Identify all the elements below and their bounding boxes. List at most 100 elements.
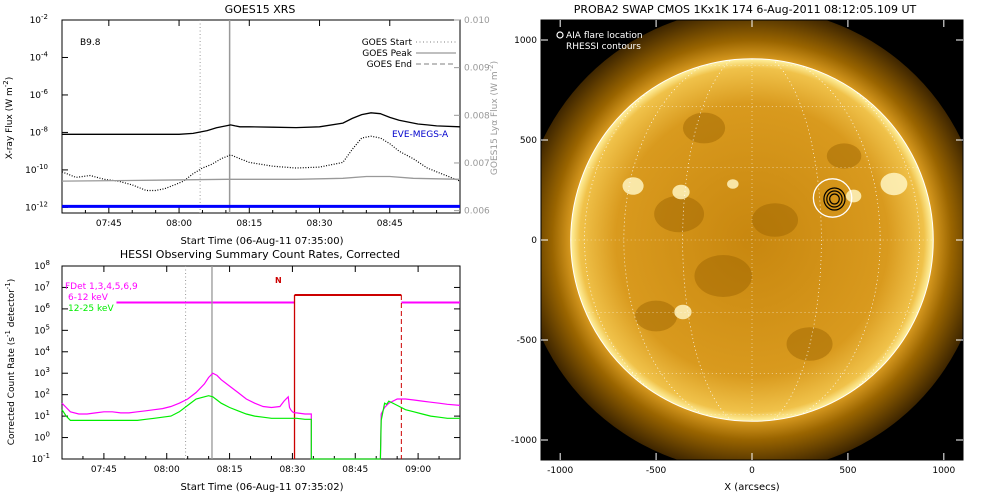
swap-panel: PROBA2 SWAP CMOS 1Kx1K 174 6-Aug-2011 08… [511, 3, 964, 493]
active-region [674, 304, 692, 320]
active-region [727, 179, 739, 189]
goes-ytick-label: 10-6 [30, 88, 49, 101]
swap-ytick-label: 0 [531, 236, 537, 246]
goes-ytick-exp: -2 [41, 13, 48, 21]
hessi-legend-label: FDet 1,3,4,5,6,9 [65, 282, 138, 292]
goes-legend-label: GOES Peak [362, 49, 412, 59]
rhessi-contour [823, 187, 846, 211]
swap-xtick-label: 0 [749, 466, 755, 476]
goes-ytick-label: 10-2 [30, 13, 48, 26]
hessi-legend-label: 6-12 keV [68, 293, 109, 303]
goes-series [61, 20, 461, 213]
goes-ytick-exp: -4 [41, 50, 49, 58]
hessi-ytick-exp: -1 [43, 452, 50, 460]
goes-panel: GOES15 XRS 07:45 08:00 08:15 08:30 08:45 10-1… [2, 3, 500, 247]
goes-xtick-label: 08:15 [236, 219, 262, 229]
hessi-ylabel-sup1: -1 [4, 330, 12, 337]
hessi-xtick-label: 09:00 [405, 465, 431, 475]
goes-series-line [61, 175, 461, 182]
hessi-xtick-label: 08:45 [342, 465, 368, 475]
goes-side-label: EVE-MEGS-A [392, 130, 449, 140]
hessi-ytick-exp: 4 [46, 345, 51, 353]
goes-xlabel: Start Time (06-Aug-11 07:35:00) [180, 236, 343, 247]
solar-disk [570, 58, 934, 422]
goes-y2tick-label: 0.006 [464, 207, 490, 217]
swap-xlabel: X (arcsecs) [724, 482, 780, 493]
goes-axes: 07:45 08:00 08:15 08:30 08:45 10-12 10-10 10-8 1… [25, 13, 490, 229]
dark-region [694, 255, 753, 297]
solar-limb [570, 58, 934, 422]
hessi-ytick-exp: 2 [46, 388, 50, 396]
dark-region [826, 143, 862, 169]
goes-y2tick-label: 0.009 [464, 64, 490, 74]
swap-ytick-label: 500 [520, 136, 537, 146]
goes-legend-label: GOES Start [362, 38, 413, 48]
dark-region [752, 203, 799, 237]
rhessi-contour [829, 193, 840, 205]
goes-ytick-label: 10-10 [25, 163, 48, 176]
swap-legend-label: RHESSI contours [566, 42, 641, 52]
hessi-series-line [61, 395, 460, 460]
hessi-xtick-label: 08:15 [217, 465, 243, 475]
goes-ytick-exp: -12 [37, 200, 48, 208]
hessi-ytick-label: 105 [34, 323, 50, 336]
hessi-ytick-label: 103 [34, 366, 50, 379]
goes-series-line [62, 112, 461, 135]
hessi-ytick-exp: 1 [46, 409, 50, 417]
swap-xtick-label: -1000 [547, 466, 573, 476]
hessi-plot-frame [61, 265, 461, 460]
rhessi-contour [826, 190, 843, 208]
hessi-ylabel-sup2: -1 [4, 282, 12, 289]
goes-xtick-label: 08:45 [377, 219, 403, 229]
hessi-ytick-label: 101 [34, 409, 50, 422]
goes-ytick-exp: -6 [41, 88, 49, 96]
hessi-ylabel-end: ) [7, 279, 17, 283]
hessi-ytick-label: 107 [34, 280, 50, 293]
swap-title: PROBA2 SWAP CMOS 1Kx1K 174 6-Aug-2011 08… [574, 3, 917, 16]
goes-ytick-exp: -10 [37, 163, 48, 171]
goes-legend-label: GOES End [367, 60, 412, 70]
dark-region [634, 300, 678, 332]
goes-xtick-label: 08:30 [307, 219, 333, 229]
goes-ytick-label: 10-12 [25, 200, 48, 213]
swap-xtick-label: 1000 [932, 466, 955, 476]
hessi-ytick-exp: 8 [46, 259, 50, 267]
hessi-series-line [61, 372, 461, 460]
active-region [845, 189, 862, 203]
goes-ylabel-sup: -2 [2, 80, 10, 87]
swap-ytick-label: -500 [517, 336, 538, 346]
swap-axes: -1000 -500 0 500 1000 -1000 -500 0 500 1000 [511, 20, 963, 476]
goes-y2tick-label: 0.007 [464, 159, 490, 169]
hessi-ylabel-text: Corrected Count Rate (s [7, 337, 17, 446]
goes-plot-frame [61, 19, 461, 214]
hessi-ytick-exp: 0 [46, 431, 50, 439]
goes-title: GOES15 XRS [225, 3, 296, 16]
hessi-title: HESSI Observing Summary Count Rates, Cor… [120, 248, 400, 261]
active-region [622, 177, 644, 195]
grid-longitude [682, 58, 822, 422]
swap-ytick-label: -1000 [511, 436, 537, 446]
hessi-night-label: N [275, 276, 282, 285]
goes-annotation: B9.8 [80, 38, 101, 48]
hessi-ytick-label: 108 [34, 259, 50, 272]
goes-ytick-exp: -8 [41, 125, 48, 133]
swap-legend-symbol [556, 31, 564, 39]
goes-y2tick-label: 0.008 [464, 111, 490, 121]
hessi-ytick-label: 102 [34, 388, 50, 401]
goes-y2label-sup: -2 [487, 64, 495, 71]
hessi-ytick-label: 106 [34, 302, 50, 315]
swap-legend-label: AIA flare location [566, 31, 643, 41]
dark-region [786, 327, 833, 361]
solar-surface-features [570, 58, 934, 422]
hessi-panel: HESSI Observing Summary Count Rates, Cor… [4, 248, 461, 493]
hessi-legend-label: 12-25 keV [68, 304, 114, 314]
hessi-ytick-label: 100 [34, 431, 50, 444]
goes-y2label-text: GOES15 Lyα Flux (W m [490, 71, 500, 175]
grid-longitude [623, 58, 881, 422]
active-region [672, 184, 690, 200]
hessi-xtick-label: 07:45 [91, 465, 117, 475]
